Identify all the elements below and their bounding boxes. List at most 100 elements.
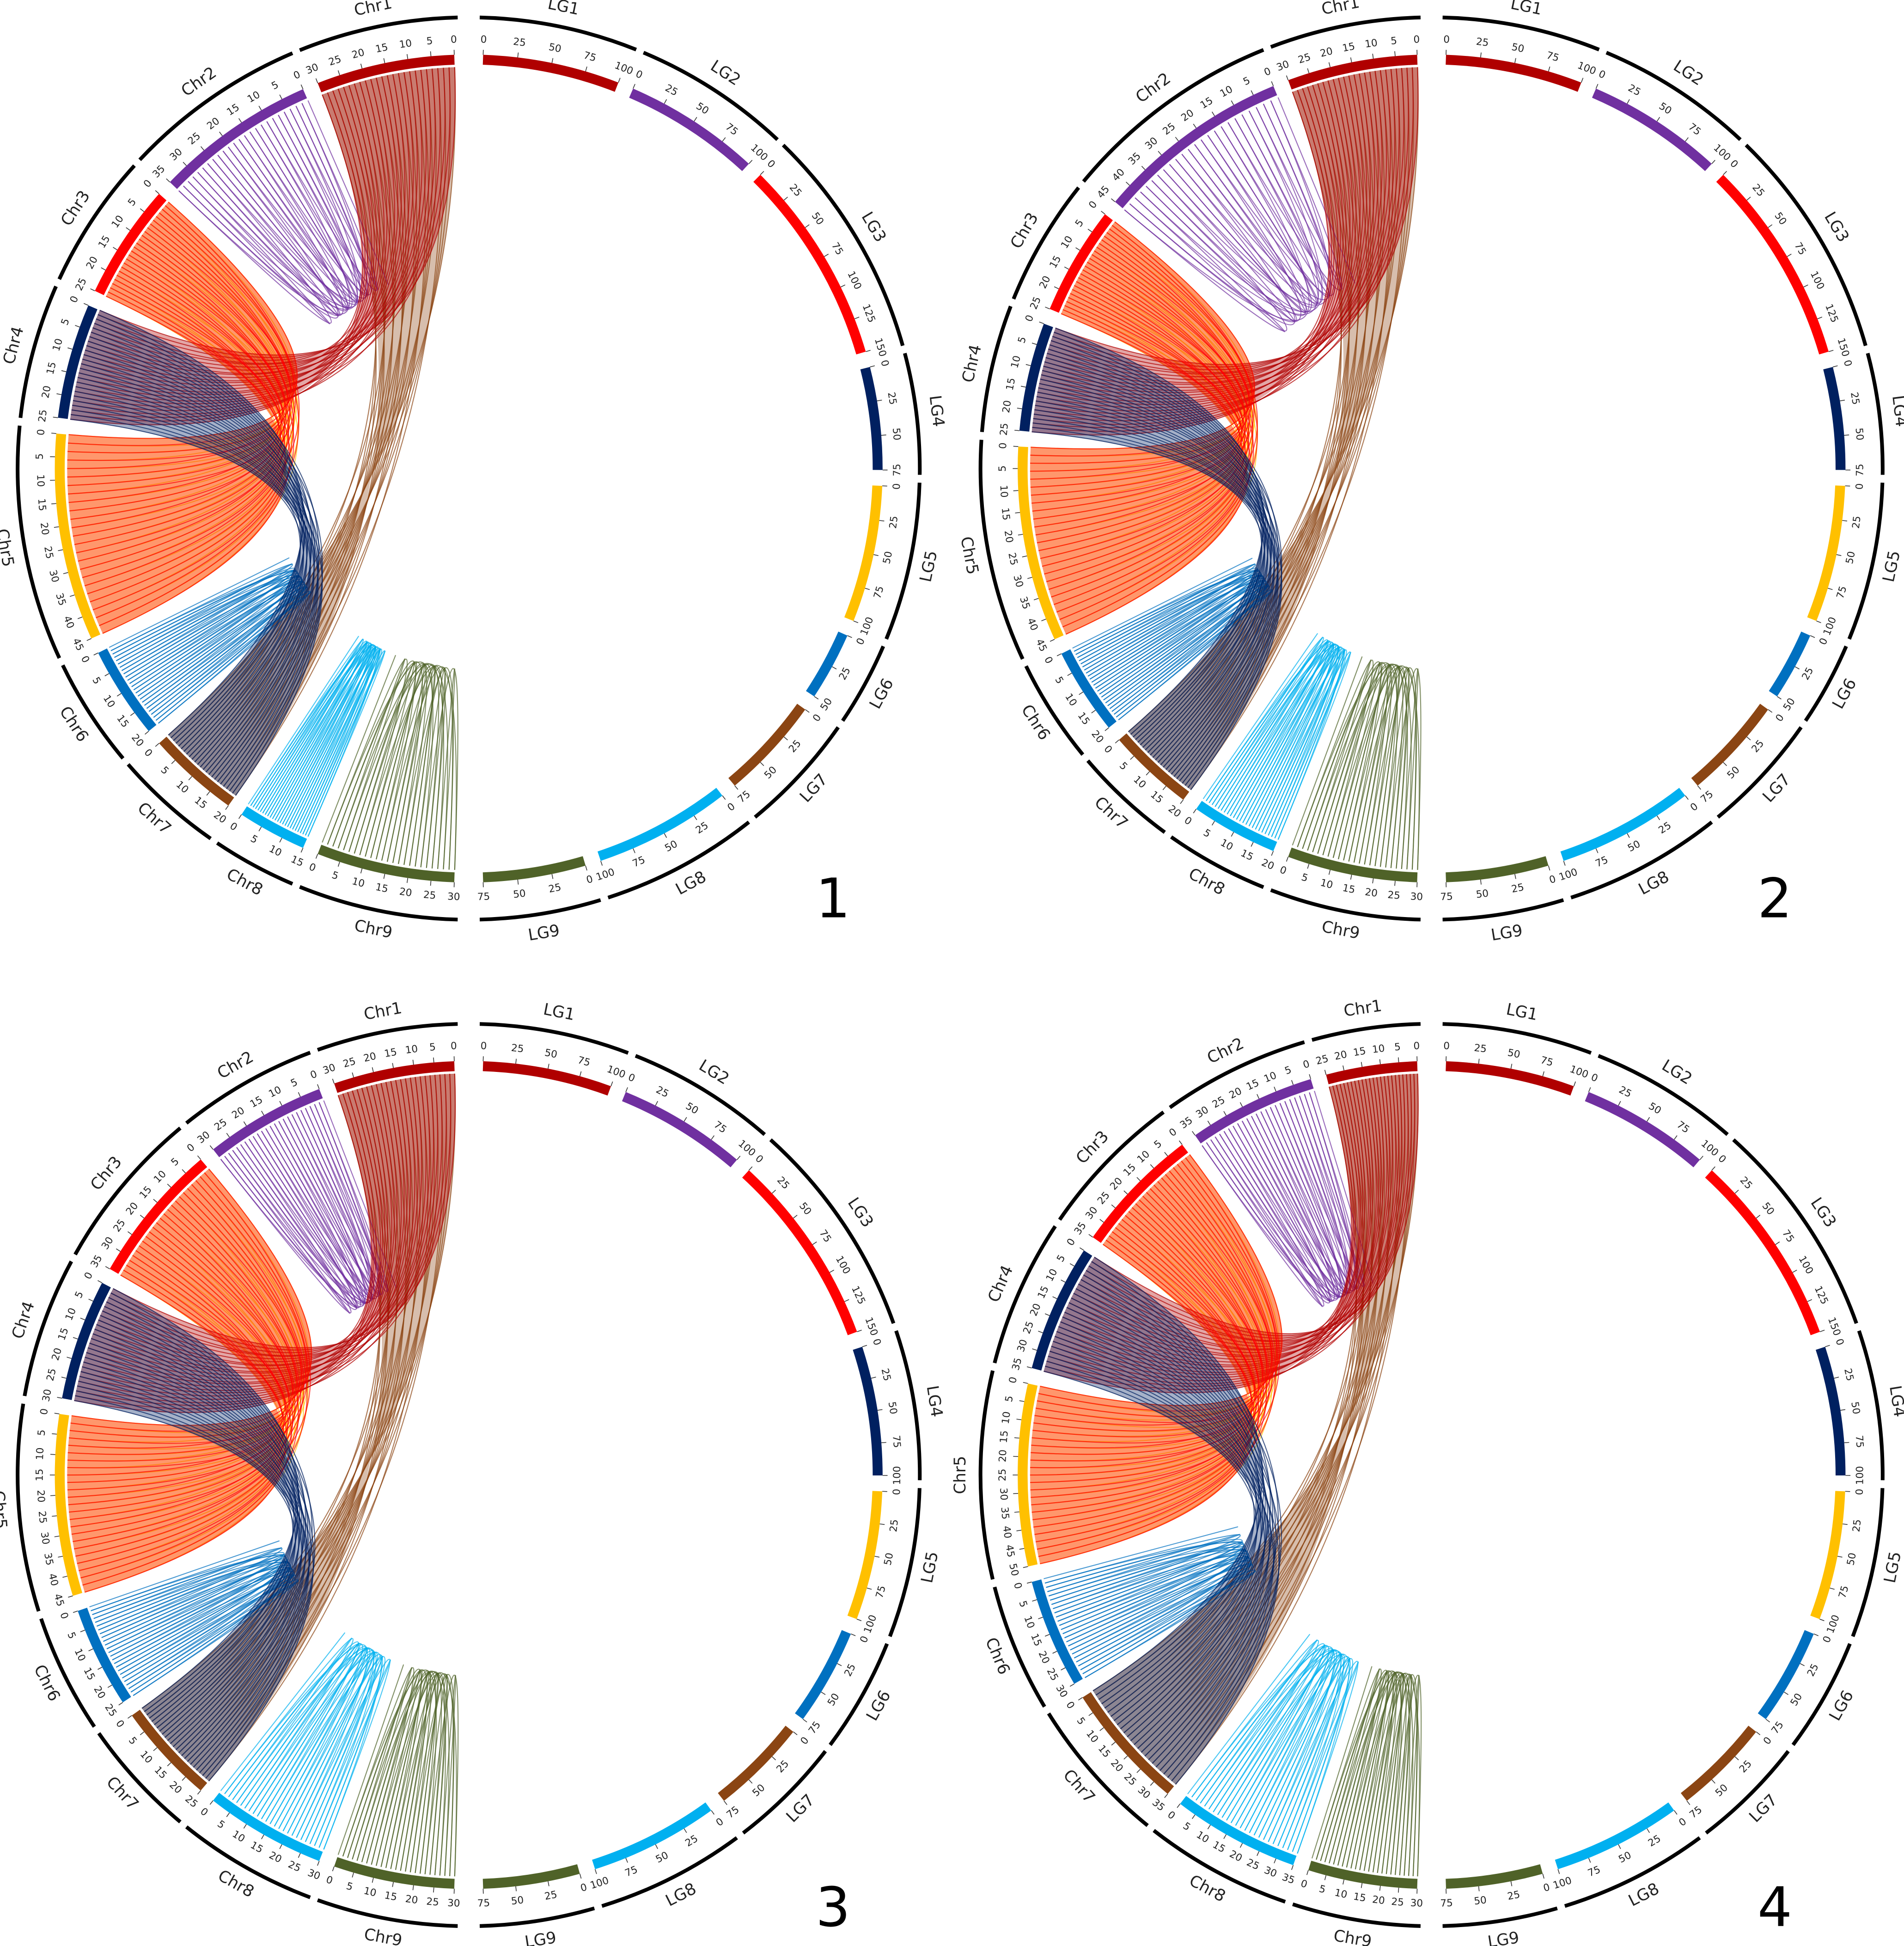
tick-label: 0 [626,1071,636,1084]
tick-mark [871,1377,876,1379]
tick-label: 30 [321,1062,337,1077]
tick-label: 5 [249,833,260,846]
tick-label: 30 [447,1897,460,1909]
tick-label: 20 [404,1893,418,1906]
tick-label: 35 [1010,1357,1024,1372]
tick-mark [1020,386,1026,388]
link-line [71,414,311,773]
tick-label: 20 [1227,1848,1244,1864]
tick-label: 10 [50,337,65,352]
tick-label: 100 [845,269,863,292]
tick-label: 50 [513,887,526,900]
tick-label: 0 [309,1068,319,1081]
tick-mark [1271,851,1274,856]
segment-band [1807,485,1845,621]
tick-label: 25 [1850,515,1863,529]
link-line [1091,1261,1279,1764]
tick-label: 25 [212,1116,229,1133]
tick-mark [69,594,75,597]
tick-mark [1548,865,1550,871]
tick-mark [315,78,318,84]
tick-label: 25 [1738,1175,1755,1192]
tick-mark [1711,159,1715,164]
tick-label: 15 [225,102,242,118]
tick-mark [722,795,726,800]
tick-label: 40 [1001,1525,1013,1539]
tick-label: 30 [1053,1683,1069,1700]
link-line [156,1077,424,1729]
tick-mark [116,693,122,697]
tick-mark [1175,137,1179,141]
tick-label: 20 [1260,857,1276,873]
link-line [1046,1360,1274,1775]
tick-label: 25 [1800,666,1816,682]
tick-label: 20 [997,1449,1009,1462]
tick-label: 20 [38,522,51,536]
tick-label: 50 [548,41,562,55]
tick-mark [118,1702,123,1706]
tick-label: 0 [1413,1040,1420,1052]
link-line [141,1073,456,1709]
tick-label: 0 [878,359,891,367]
tick-label: 15 [374,881,389,895]
tick-label: 20 [50,1346,65,1362]
tick-label: 75 [712,1119,729,1136]
link-line [91,1548,283,1634]
tick-label: 0 [1263,66,1273,79]
link-line [79,92,366,393]
tick-mark [832,666,837,670]
outer-ring [601,1836,738,1908]
link-line [1037,254,1250,544]
tick-label: 0 [68,294,81,305]
link-line [1263,1658,1351,1844]
tick-label: 25 [1626,82,1642,98]
tick-label: 75 [631,854,647,870]
tick-mark [694,117,697,122]
link-line [224,1123,361,1309]
tick-label: 100 [1576,60,1598,77]
segment-name: Chr9 [1332,1927,1373,1946]
tick-label: 25 [426,1896,439,1908]
segment-band [110,1159,207,1274]
tick-mark [633,84,635,89]
circos-panel: 051015202530Chr1051015202530Chr205101520… [0,999,946,1946]
segment-band [753,175,866,355]
link-line [352,1667,412,1861]
tick-mark [1588,1087,1591,1092]
tick-label: 50 [1007,1562,1020,1577]
tick-mark [1711,1166,1715,1171]
tick-label: 20 [1333,1049,1348,1063]
panel-label: 1 [816,866,850,930]
link-line [327,661,433,868]
tick-mark [793,1215,798,1219]
tick-label: 25 [1245,1857,1261,1873]
segment-name: LG1 [546,0,581,19]
tick-label: 15 [384,1890,398,1903]
link-line [289,649,381,831]
link-line [1042,297,1245,567]
tick-label: 50 [654,1849,671,1866]
link-line [1035,404,1282,790]
tick-label: 25 [1617,1084,1634,1100]
link-line [1048,225,1258,590]
tick-label: 0 [811,712,824,724]
segment-name: Chr9 [1320,918,1361,943]
tick-label: 20 [1002,529,1015,544]
link-line [76,1075,438,1406]
link-line [1208,1645,1327,1824]
link-line [1042,239,1254,567]
segment-name: LG6 [866,675,897,712]
link-line [188,176,330,324]
link-line [1072,558,1252,649]
link-line [69,1260,286,1444]
segment-name: Chr3 [1007,209,1042,252]
tick-mark [585,66,587,72]
tick-mark [1816,620,1821,624]
tick-mark [337,70,340,75]
link-line [1037,1167,1276,1550]
link-line [323,1100,397,1288]
link-line [1058,1074,1402,1367]
link-line [1277,97,1355,283]
tick-label: 0 [765,158,777,170]
link-line [1404,1675,1420,1876]
